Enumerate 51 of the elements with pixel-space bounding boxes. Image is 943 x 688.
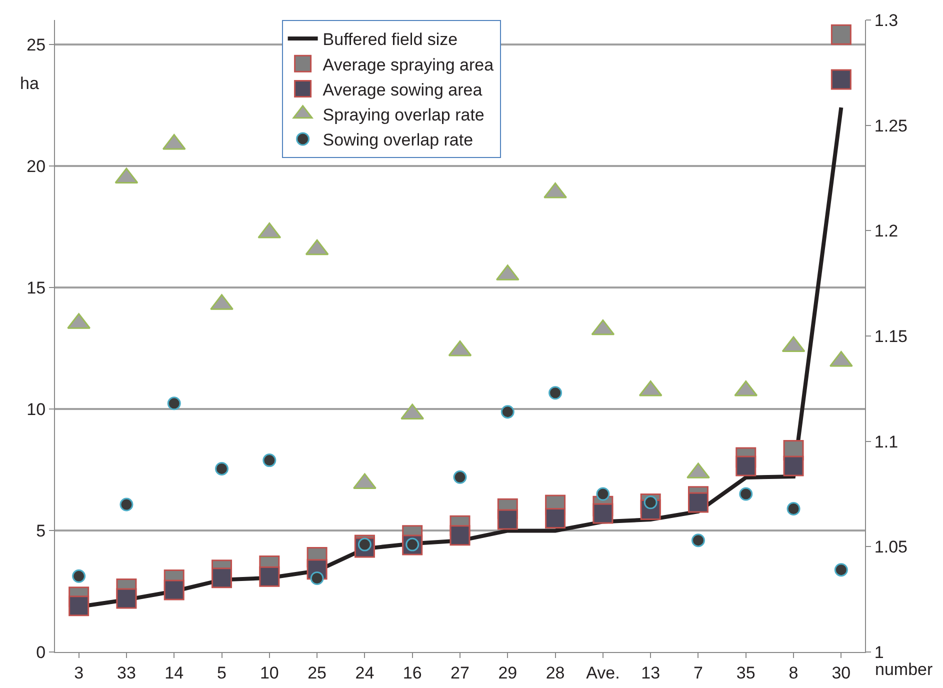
point <box>497 509 518 530</box>
point <box>688 492 708 513</box>
y2-tick-label: 1 <box>874 642 884 662</box>
legend-label: Buffered field size <box>322 30 458 50</box>
point <box>592 503 614 524</box>
point <box>830 69 852 90</box>
y2-tick-label: 1.1 <box>874 432 898 452</box>
legend-label: Spraying overlap rate <box>322 105 484 124</box>
y-tick-label: 0 <box>36 642 46 662</box>
legend-label: Average sowing area <box>322 80 483 100</box>
legend-label: Sowing overlap rate <box>322 130 474 150</box>
y-axis-title: ha <box>20 74 40 93</box>
x-tick-label: 16 <box>402 663 422 682</box>
y2-tick-label: 1.15 <box>874 326 908 346</box>
x-tick-label: 13 <box>641 663 660 682</box>
y2-tick-label: 1.2 <box>874 222 898 241</box>
point <box>164 580 184 600</box>
y-tick-label: 25 <box>26 35 46 54</box>
point <box>68 596 90 616</box>
y-tick-label: 5 <box>36 521 46 540</box>
point <box>116 588 137 609</box>
x-tick-label: 30 <box>832 663 851 682</box>
x-tick-label: 14 <box>164 663 184 682</box>
x-tick-label: Ave. <box>586 663 620 682</box>
y-tick-label: 15 <box>26 278 46 298</box>
point <box>259 566 280 587</box>
x-tick-label: 5 <box>217 663 226 682</box>
x-tick-label: 29 <box>498 663 518 682</box>
x-axis-title: number <box>875 660 933 679</box>
point <box>450 525 470 546</box>
x-tick-label: 3 <box>74 663 84 682</box>
x-tick-label: 7 <box>694 663 703 682</box>
point <box>212 568 232 588</box>
y2-tick-label: 1.3 <box>874 10 898 30</box>
legend-label: Average spraying area <box>322 55 494 74</box>
x-tick-label: 25 <box>308 663 327 682</box>
point <box>736 456 756 476</box>
y-tick-label: 20 <box>26 156 46 176</box>
x-tick-label: 27 <box>450 663 470 682</box>
x-tick-label: 24 <box>355 663 374 682</box>
y2-tick-label: 1.05 <box>874 538 908 557</box>
point <box>783 456 804 476</box>
y-tick-label: 10 <box>26 400 46 419</box>
x-tick-label: 8 <box>788 663 798 682</box>
point <box>830 24 852 45</box>
x-tick-label: 10 <box>260 663 279 682</box>
x-tick-label: 35 <box>736 663 756 682</box>
x-tick-label: 33 <box>117 663 136 682</box>
point <box>545 508 566 529</box>
y2-tick-label: 1.25 <box>874 116 908 136</box>
x-tick-label: 28 <box>546 663 565 682</box>
